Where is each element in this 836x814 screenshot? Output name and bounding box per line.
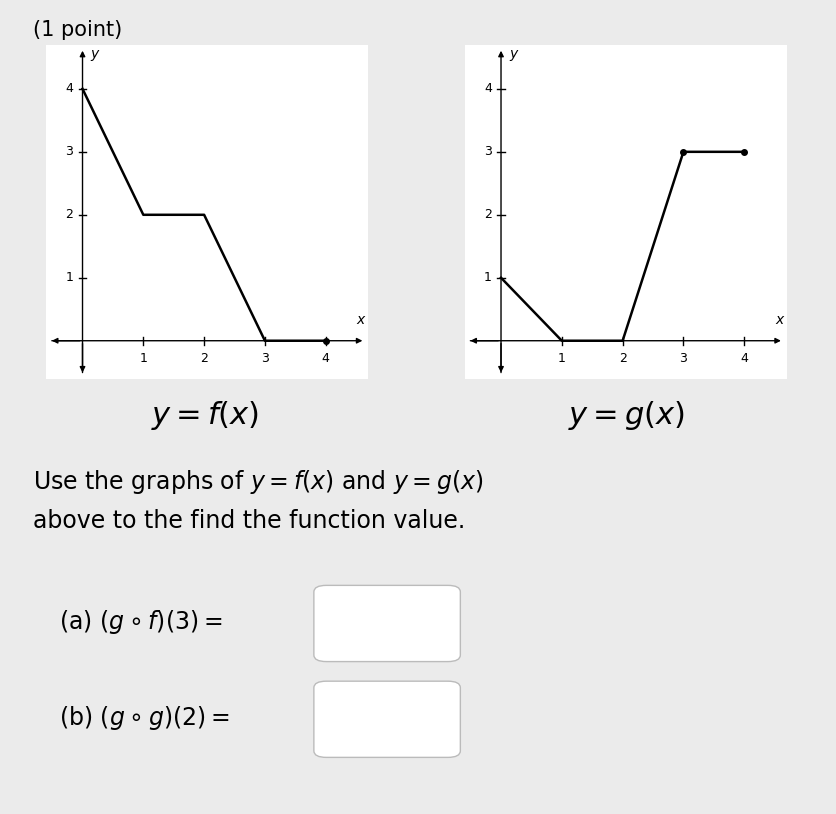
FancyBboxPatch shape (314, 681, 460, 757)
Text: x: x (774, 313, 782, 327)
Text: 4: 4 (321, 352, 329, 365)
Text: x: x (356, 313, 364, 327)
FancyBboxPatch shape (314, 585, 460, 662)
Text: 3: 3 (679, 352, 686, 365)
Text: 2: 2 (200, 352, 208, 365)
Text: $y = g(x)$: $y = g(x)$ (567, 399, 684, 432)
Text: 4: 4 (483, 82, 492, 95)
Text: 3: 3 (483, 146, 492, 158)
Text: 4: 4 (739, 352, 747, 365)
Text: 1: 1 (140, 352, 147, 365)
Text: 4: 4 (65, 82, 74, 95)
Text: 1: 1 (558, 352, 565, 365)
Text: 1: 1 (65, 271, 74, 284)
Text: 1: 1 (483, 271, 492, 284)
Text: (a) $(g \circ f)(3) =$: (a) $(g \circ f)(3) =$ (59, 608, 222, 637)
Text: y: y (508, 47, 517, 61)
Text: 3: 3 (261, 352, 268, 365)
Text: 2: 2 (618, 352, 626, 365)
Text: (b) $(g \circ g)(2) =$: (b) $(g \circ g)(2) =$ (59, 704, 229, 732)
Text: Use the graphs of $y = f(x)$ and $y = g(x)$
above to the find the function value: Use the graphs of $y = f(x)$ and $y = g(… (33, 468, 483, 533)
Text: 2: 2 (483, 208, 492, 221)
Text: (1 point): (1 point) (33, 20, 123, 41)
Text: 2: 2 (65, 208, 74, 221)
Text: 3: 3 (65, 146, 74, 158)
Text: $y = f(x)$: $y = f(x)$ (150, 399, 259, 432)
Text: y: y (90, 47, 99, 61)
